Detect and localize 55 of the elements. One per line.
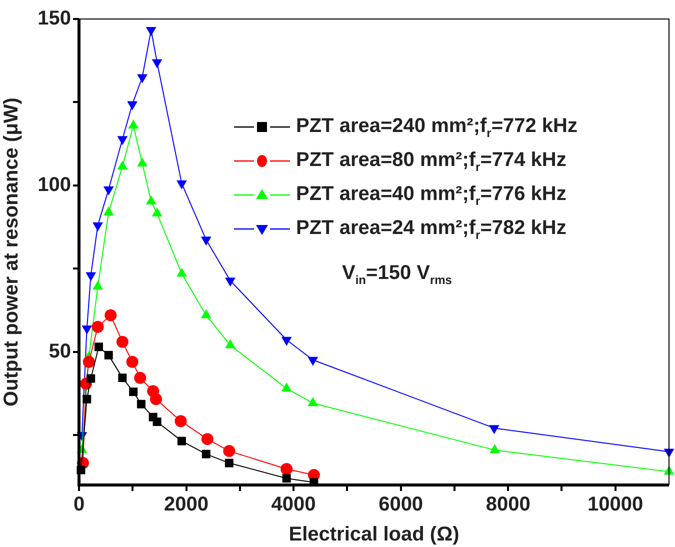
x-tick-label: 0: [73, 494, 85, 516]
point: [126, 356, 138, 368]
point: [282, 474, 291, 483]
point: [280, 463, 293, 476]
point: [177, 436, 186, 446]
legend-label: PZT area=240 mm²;f$_{r}$=772 kHz: [296, 114, 578, 140]
point: [82, 394, 92, 404]
point: [174, 415, 187, 428]
point: [116, 336, 128, 348]
point: [150, 393, 162, 406]
x-tick-label: 2000: [164, 494, 209, 516]
y-axis-title: Output power at resonance (μW): [0, 98, 23, 406]
legend-label: PZT area=24 mm²;f$_{r}$=782 kHz: [296, 216, 566, 242]
point: [94, 342, 103, 352]
point: [82, 356, 95, 368]
point: [86, 272, 96, 282]
point: [308, 397, 318, 406]
x-axis-title: Electrical load (Ω): [288, 524, 460, 546]
point: [200, 236, 212, 246]
x-tick-label: 10000: [588, 494, 644, 516]
point: [117, 136, 128, 146]
point: [281, 336, 292, 346]
point: [152, 59, 162, 68]
y-tick-label: 50: [48, 340, 71, 362]
y-tick-label: 150: [38, 8, 71, 30]
point: [104, 309, 117, 322]
point: [176, 180, 187, 190]
point: [92, 222, 103, 232]
point: [146, 26, 156, 36]
point: [134, 372, 146, 384]
point: [202, 450, 210, 458]
legend-label: PZT area=40 mm²;f$_{r}$=776 kHz: [296, 182, 566, 208]
x-tick-label: 4000: [271, 494, 316, 516]
point: [201, 433, 214, 446]
point: [152, 418, 162, 426]
point: [308, 356, 318, 366]
point: [86, 374, 96, 383]
annotation: V$_{in}$=150 V$_{rms}$: [342, 262, 452, 287]
point: [82, 326, 92, 335]
x-tick-label: 6000: [378, 494, 424, 516]
point: [223, 445, 236, 458]
point: [224, 458, 234, 468]
point: [129, 388, 138, 396]
point: [103, 186, 114, 196]
point: [136, 400, 146, 408]
legend-label: PZT area=80 mm²;f$_{r}$=774 kHz: [296, 148, 566, 174]
point: [118, 374, 127, 382]
point: [137, 74, 148, 84]
point: [127, 101, 138, 110]
x-tick-label: 8000: [486, 494, 530, 516]
y-tick-label: 100: [38, 174, 71, 196]
point: [489, 444, 500, 454]
point: [92, 320, 104, 333]
point: [225, 278, 236, 287]
point: [104, 350, 113, 360]
